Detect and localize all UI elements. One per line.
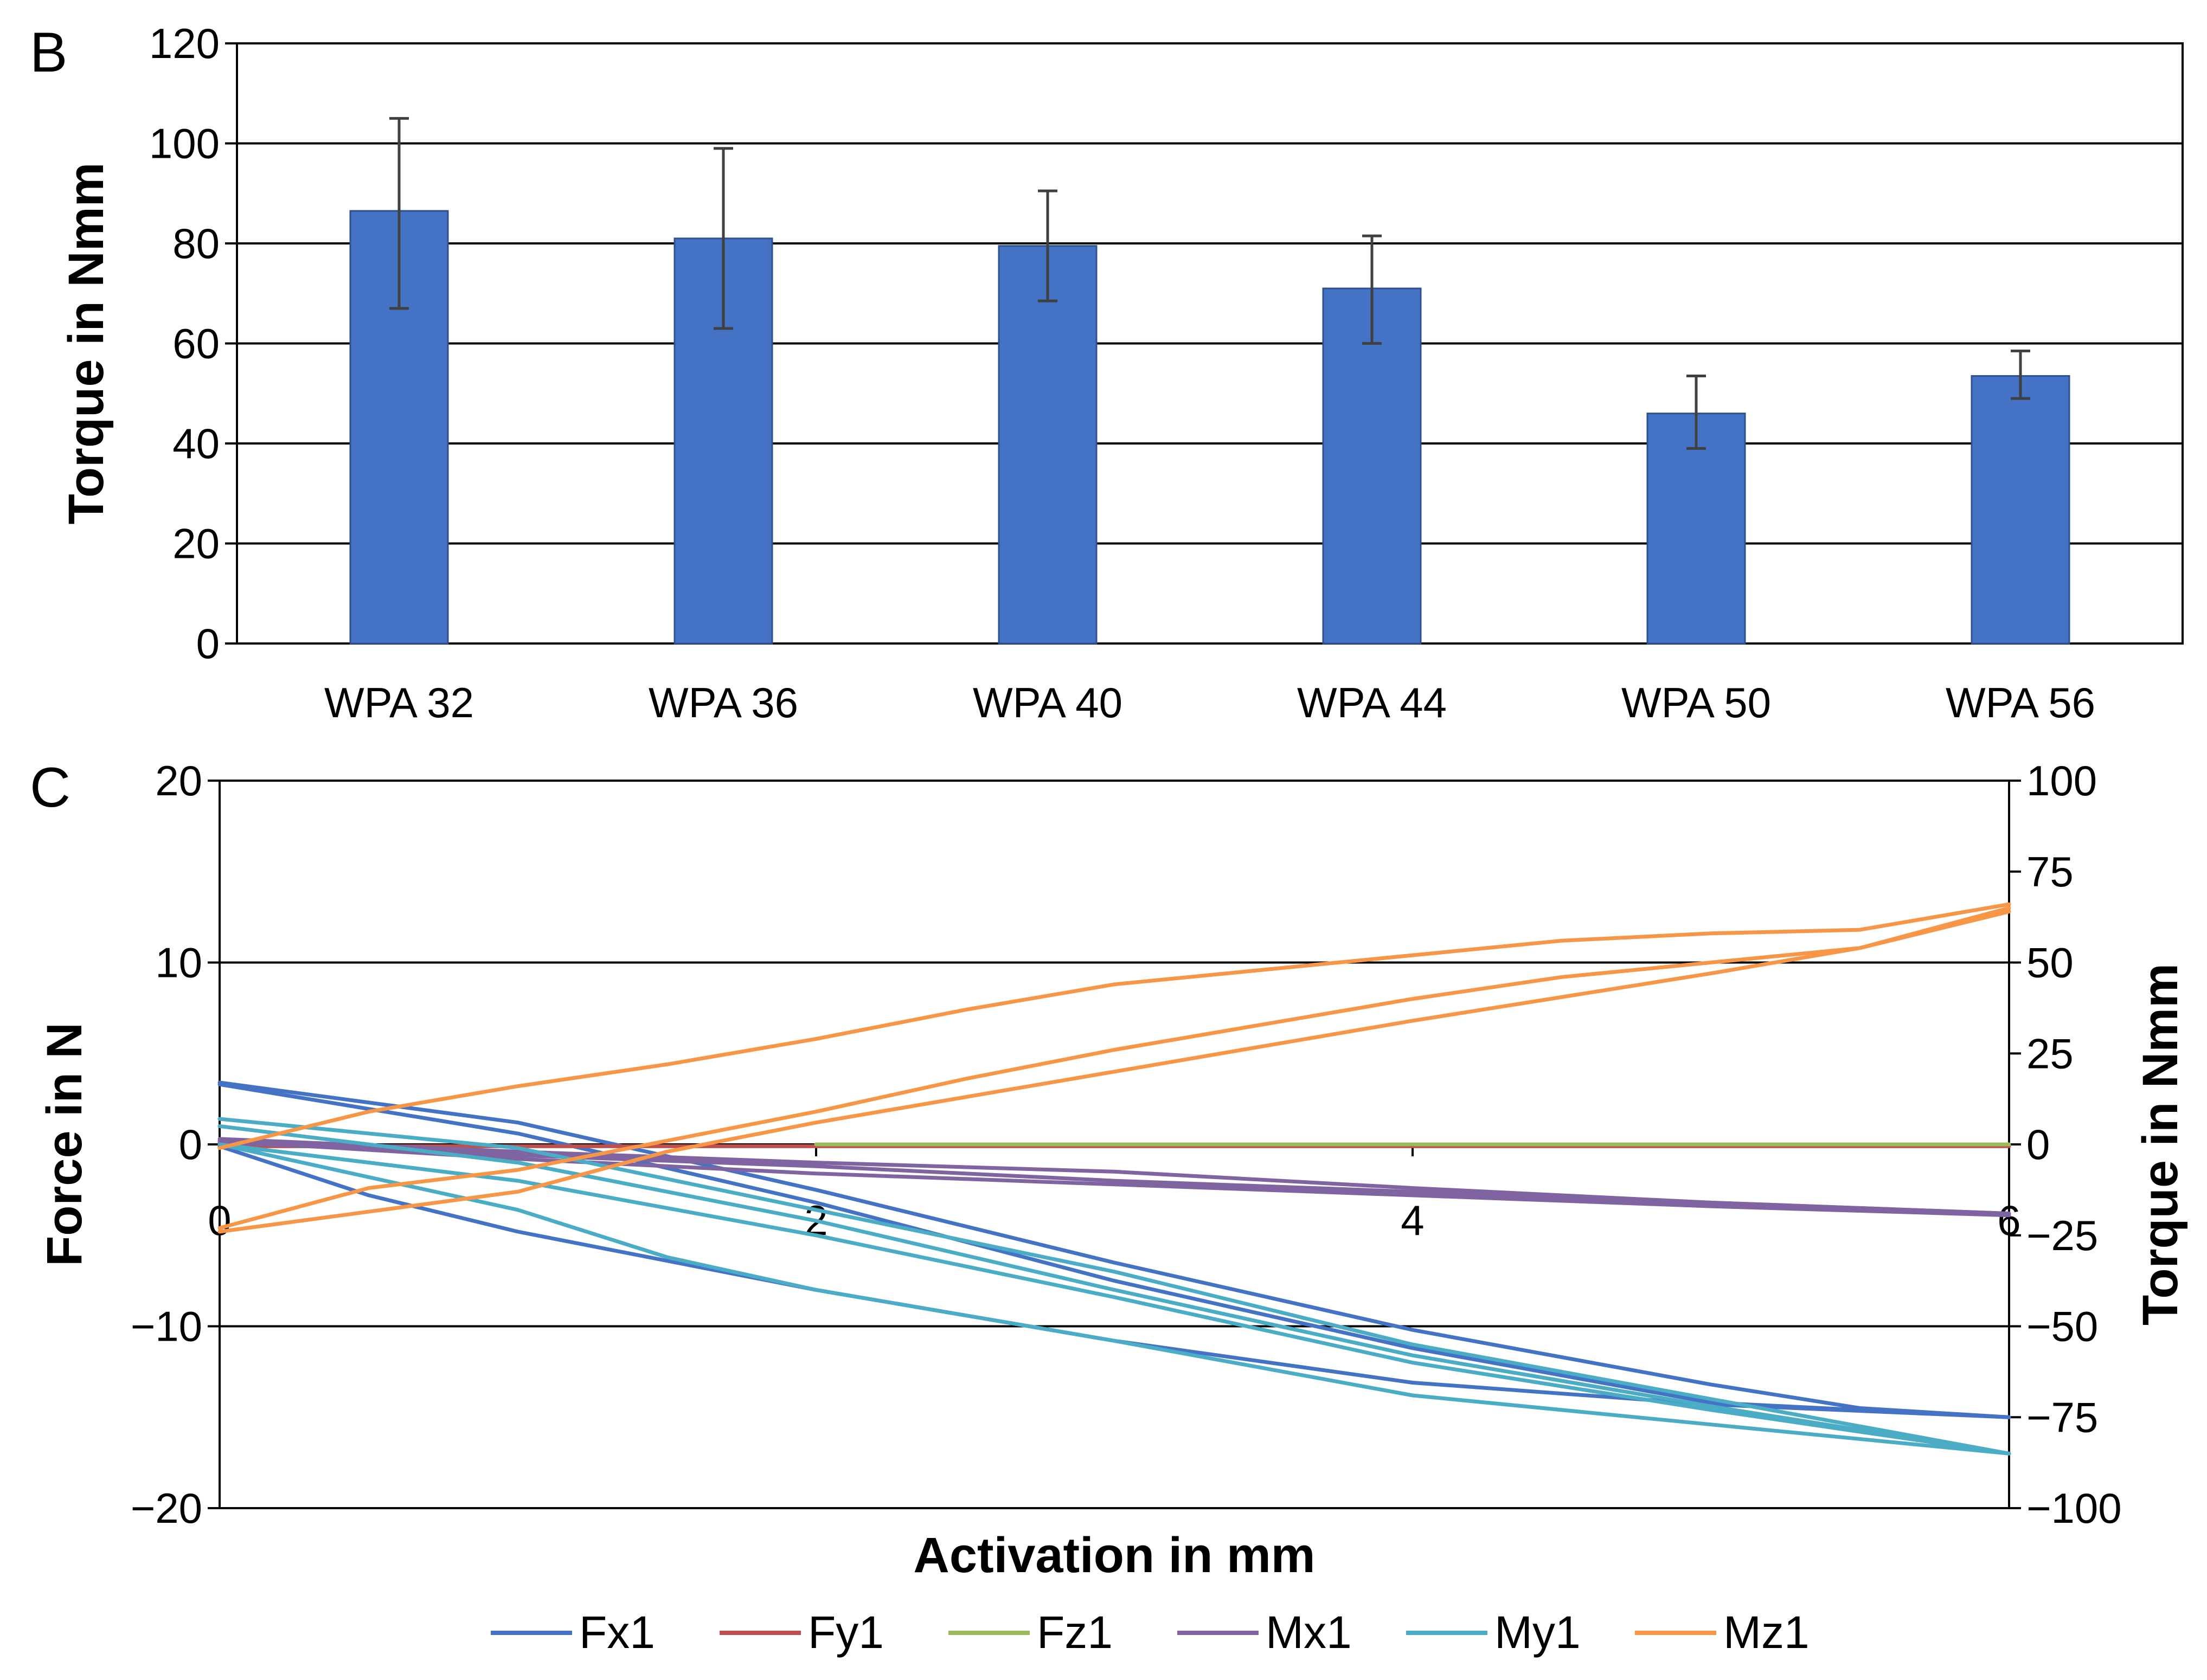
y-tick-label: 80: [172, 220, 220, 267]
x-tick-label: WPA 50: [1621, 679, 1771, 726]
right-y-tick-label: −50: [2026, 1303, 2098, 1350]
y-tick-label: 40: [172, 420, 220, 467]
series-line-my1: [217, 1124, 2011, 1456]
legend-label-mx1: Mx1: [1266, 1607, 1352, 1658]
legend-label-my1: My1: [1494, 1607, 1581, 1658]
right-y-tick-label: 100: [2026, 757, 2097, 804]
series-line-my1: [217, 1142, 2011, 1456]
series-line-my1: [217, 1117, 2011, 1456]
bar: [998, 245, 1098, 645]
left-y-tick-label: −10: [131, 1303, 202, 1350]
bar: [1971, 375, 2070, 645]
x-tick-label: WPA 56: [1946, 679, 2095, 726]
x-tick-label: WPA 32: [324, 679, 474, 726]
legend: Fx1 Fy1 Fz1 Mx1 My1 Mz1: [491, 1607, 1810, 1658]
left-y-axis-title: Force in N: [37, 1022, 92, 1266]
series-line-mz1: [217, 910, 2011, 1234]
left-y-tick-label: 20: [155, 757, 202, 804]
y-tick-label: 60: [172, 320, 220, 368]
bar-chart-panel-b: B 0 20 40 60 80 100 120 WPA 32 WPA 36 WPA 40 WPA 44…: [30, 20, 2184, 726]
right-y-tick-label: 50: [2026, 939, 2074, 987]
left-y-tick-label: 10: [155, 939, 202, 987]
panel-label-b: B: [30, 21, 67, 84]
right-y-tick-label: −100: [2026, 1484, 2122, 1532]
series-line-fx1: [217, 1080, 2011, 1419]
y-axis-title: Torque in Nmm: [59, 163, 114, 525]
y-tick-label: 20: [172, 520, 220, 568]
plot-frame: [236, 42, 2184, 645]
series-line-mx1: [217, 1141, 2011, 1215]
x-tick-label: 4: [1401, 1196, 1424, 1244]
right-y-tick-label: −25: [2026, 1212, 2098, 1259]
y-tick-label: 100: [149, 120, 220, 168]
left-y-tick-label: 0: [179, 1121, 202, 1168]
y-tick-label: 120: [149, 20, 220, 67]
right-y-tick-label: 25: [2026, 1029, 2074, 1077]
x-tick-label: WPA 44: [1297, 679, 1447, 726]
x-tick-label: 6: [1997, 1196, 2020, 1244]
series-line-mx1: [217, 1138, 2011, 1218]
series-line-mz1: [217, 902, 2011, 1150]
right-y-tick-label: 0: [2026, 1121, 2050, 1168]
x-tick-label: WPA 40: [973, 679, 1122, 726]
left-y-tick-label: −20: [131, 1484, 202, 1532]
y-tick-label: 0: [196, 620, 220, 667]
x-tick-label: WPA 36: [649, 679, 798, 726]
legend-label-fz1: Fz1: [1037, 1607, 1113, 1658]
x-tick-label: 0: [208, 1196, 231, 1244]
bar: [1646, 413, 1746, 645]
bar: [1322, 287, 1422, 645]
series-line-fx1: [217, 1082, 2011, 1419]
series-line-my1: [217, 1142, 2011, 1456]
panel-label-c: C: [30, 756, 70, 819]
right-y-tick-label: −75: [2026, 1393, 2098, 1441]
right-y-tick-label: 75: [2026, 848, 2074, 896]
right-y-axis-title: Torque in Nmm: [2133, 963, 2188, 1325]
legend-label-mz1: Mz1: [1723, 1607, 1810, 1658]
legend-label-fx1: Fx1: [579, 1607, 655, 1658]
x-axis-title: Activation in mm: [913, 1528, 1315, 1583]
legend-label-fy1: Fy1: [808, 1607, 884, 1658]
series-line-mz1: [217, 906, 2011, 1230]
